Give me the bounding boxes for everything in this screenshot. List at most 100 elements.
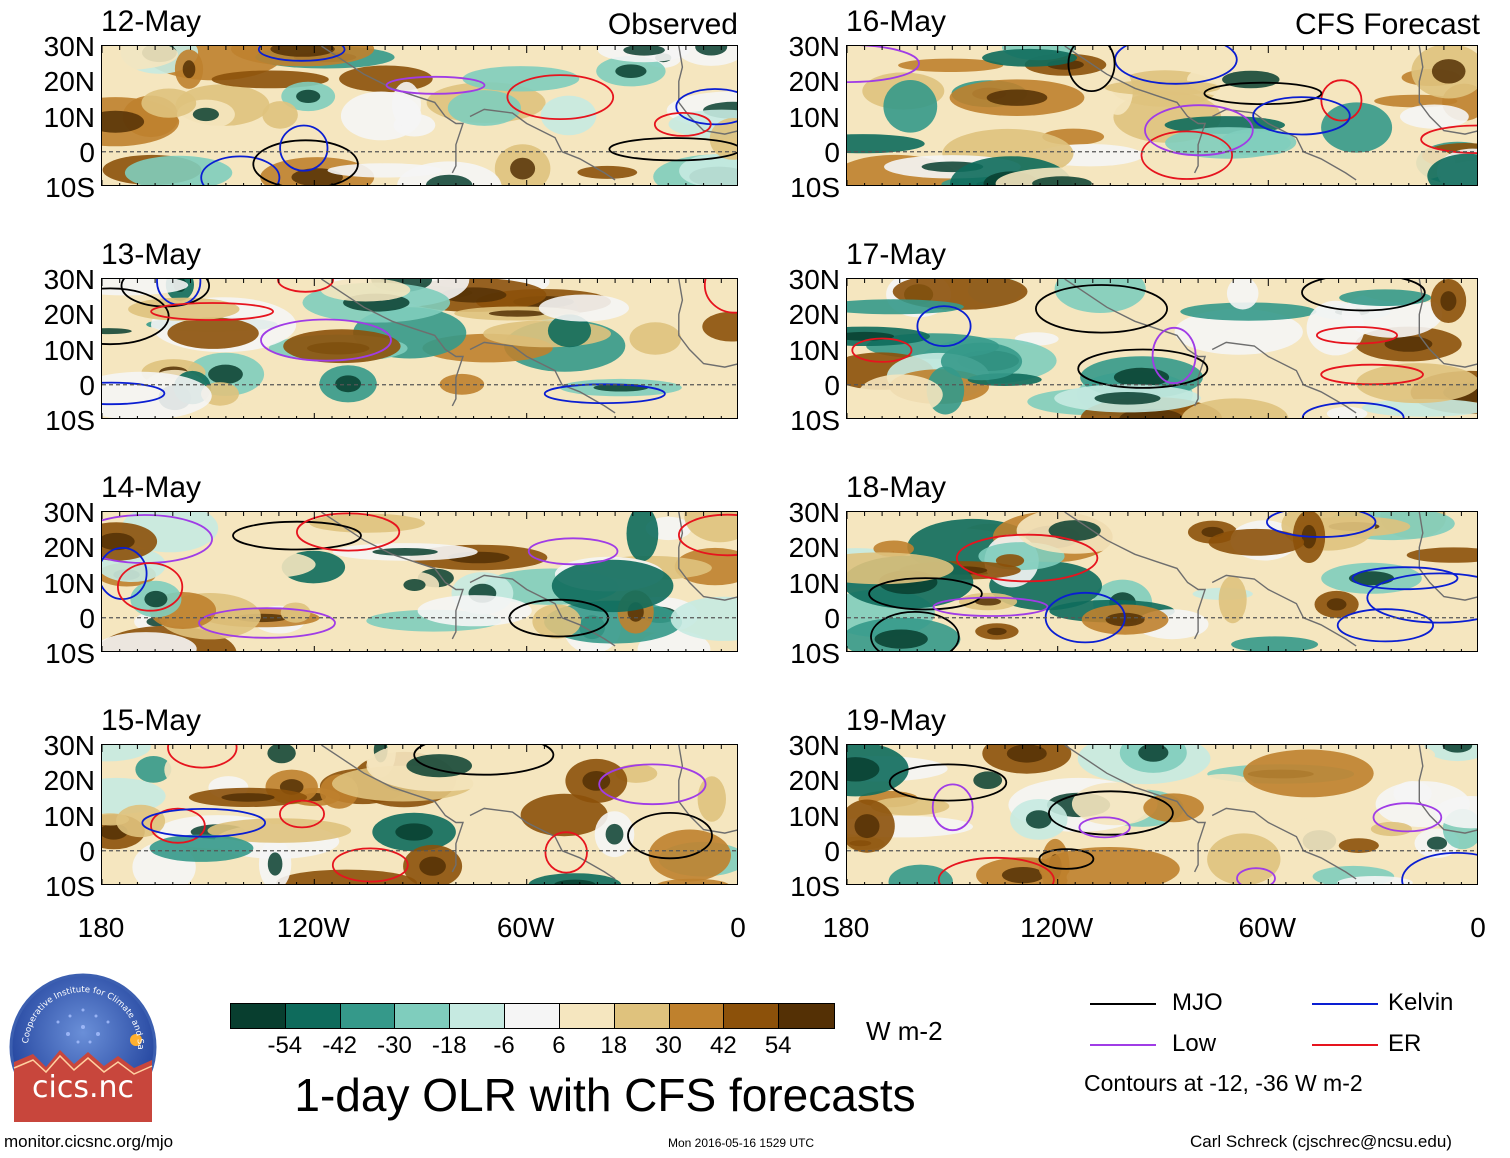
olr-anomaly-blob bbox=[167, 317, 259, 349]
lat-label: 20N bbox=[788, 299, 840, 331]
lon-label: 120W bbox=[1020, 912, 1094, 943]
panel-date: 15-May bbox=[101, 704, 202, 737]
filtered-olr-contour bbox=[141, 808, 266, 838]
olr-anomaly-blob bbox=[858, 374, 943, 415]
olr-map-panel bbox=[846, 744, 1478, 885]
olr-anomaly-blob bbox=[262, 101, 298, 129]
colorbar-tick-label: -54 bbox=[267, 1032, 303, 1059]
coastline-americas bbox=[321, 46, 464, 174]
olr-map-panel bbox=[846, 511, 1478, 652]
lat-label: 10S bbox=[790, 638, 840, 669]
lat-label: 10N bbox=[43, 800, 95, 832]
filtered-olr-contour bbox=[102, 287, 170, 346]
colorbar-tick-label: 54 bbox=[764, 1032, 792, 1059]
olr-anomaly-blob bbox=[1339, 289, 1432, 306]
lat-label: 10S bbox=[790, 871, 840, 902]
filtered-olr-contour bbox=[1301, 279, 1426, 312]
olr-anomaly-blob bbox=[1434, 796, 1477, 829]
olr-anomaly-blob bbox=[702, 311, 737, 342]
olr-anomaly-blob bbox=[1361, 398, 1477, 417]
lat-label: 20N bbox=[788, 765, 840, 797]
filtered-olr-contour bbox=[116, 562, 184, 612]
olr-anomaly-blob bbox=[577, 165, 638, 179]
olr-anomaly-core bbox=[395, 823, 433, 841]
filtered-olr-contour bbox=[198, 607, 336, 639]
colorbar-tick-label: -18 bbox=[431, 1032, 467, 1059]
filtered-olr-contour bbox=[1351, 566, 1459, 591]
olr-anomaly-core bbox=[615, 64, 647, 78]
coastline-africa bbox=[1418, 512, 1477, 601]
coastline-africa bbox=[678, 279, 737, 368]
coastline-south-america bbox=[1211, 807, 1357, 880]
filtered-olr-contour bbox=[1151, 326, 1197, 385]
olr-anomaly-blob bbox=[417, 595, 532, 627]
olr-anomaly-blob bbox=[1326, 406, 1368, 418]
olr-anomaly-blob bbox=[327, 163, 443, 178]
lat-label: 10S bbox=[45, 405, 95, 436]
coastline-africa bbox=[678, 46, 737, 135]
olr-anomaly-core bbox=[267, 852, 283, 876]
colorbar-swatch bbox=[231, 1004, 286, 1028]
olr-anomaly-blob bbox=[1180, 302, 1317, 321]
olr-anomaly-blob bbox=[940, 342, 1023, 381]
olr-anomaly-blob bbox=[1393, 781, 1432, 806]
lat-label: 30N bbox=[788, 264, 840, 295]
coastline-south-america bbox=[469, 108, 616, 181]
olr-anomaly-blob bbox=[626, 512, 659, 562]
olr-anomaly-blob bbox=[1321, 102, 1393, 153]
colorbar-swatch bbox=[340, 1004, 396, 1028]
colorbar-tick-label: 42 bbox=[710, 1032, 737, 1059]
olr-anomaly-blob bbox=[551, 559, 674, 613]
olr-anomaly-blob bbox=[847, 134, 925, 154]
olr-anomaly-blob bbox=[847, 299, 964, 315]
olr-anomaly-blob bbox=[898, 58, 1004, 72]
filtered-olr-contour bbox=[868, 577, 983, 611]
filtered-olr-contour bbox=[1034, 284, 1168, 334]
colorbar bbox=[230, 1003, 835, 1029]
olr-anomaly-core bbox=[1113, 367, 1170, 387]
olr-anomaly-blob bbox=[1181, 398, 1289, 418]
lat-label: 10S bbox=[45, 172, 95, 203]
olr-anomaly-blob bbox=[1218, 575, 1247, 624]
colorbar-tick-label: 30 bbox=[655, 1032, 682, 1059]
olr-anomaly-blob bbox=[1243, 749, 1374, 798]
olr-anomaly-blob bbox=[888, 864, 953, 884]
olr-anomaly-blob bbox=[116, 804, 166, 838]
olr-anomaly-blob bbox=[483, 320, 611, 348]
olr-anomaly-blob bbox=[1174, 309, 1303, 355]
olr-anomaly-blob bbox=[339, 65, 433, 93]
lat-label: 20N bbox=[43, 532, 95, 564]
filtered-olr-contour bbox=[1067, 46, 1116, 92]
olr-anomaly-core bbox=[605, 823, 624, 845]
olr-anomaly-blob bbox=[520, 793, 608, 837]
legend-label-er: ER bbox=[1388, 1030, 1422, 1057]
olr-anomaly-core bbox=[406, 754, 473, 778]
colorbar-swatch bbox=[395, 1004, 451, 1028]
panel-date: 12-May bbox=[101, 5, 202, 38]
filtered-olr-contour bbox=[252, 139, 359, 185]
filtered-olr-contour bbox=[1077, 348, 1209, 389]
footer-url[interactable]: monitor.cicsnc.org/mjo bbox=[4, 1132, 174, 1151]
forecast-label: CFS Forecast bbox=[1294, 8, 1480, 41]
colorbar-tick-label: 6 bbox=[552, 1032, 566, 1059]
olr-anomaly-core bbox=[987, 627, 1007, 636]
filtered-olr-contour bbox=[1236, 867, 1276, 884]
filtered-olr-contour bbox=[385, 75, 486, 95]
olr-anomaly-core bbox=[372, 548, 438, 556]
olr-anomaly-core bbox=[847, 757, 880, 782]
olr-anomaly-blob bbox=[1231, 636, 1319, 651]
filtered-olr-contour bbox=[653, 112, 712, 137]
filtered-olr-contour bbox=[937, 856, 1055, 884]
filtered-olr-contour bbox=[279, 124, 329, 172]
olr-anomaly-core bbox=[102, 110, 145, 133]
logo-text: cics.nc bbox=[32, 1070, 134, 1105]
panel-date: 16-May bbox=[846, 5, 947, 38]
lat-label: 20N bbox=[43, 299, 95, 331]
lon-label: 0 bbox=[730, 912, 746, 943]
lat-label: 0 bbox=[79, 136, 95, 168]
colorbar-swatch bbox=[559, 1004, 615, 1028]
olr-anomaly-core bbox=[296, 89, 321, 103]
lat-label: 10N bbox=[788, 800, 840, 832]
legend-label-kelvin: Kelvin bbox=[1388, 989, 1454, 1016]
panel-date: 13-May bbox=[101, 238, 202, 271]
